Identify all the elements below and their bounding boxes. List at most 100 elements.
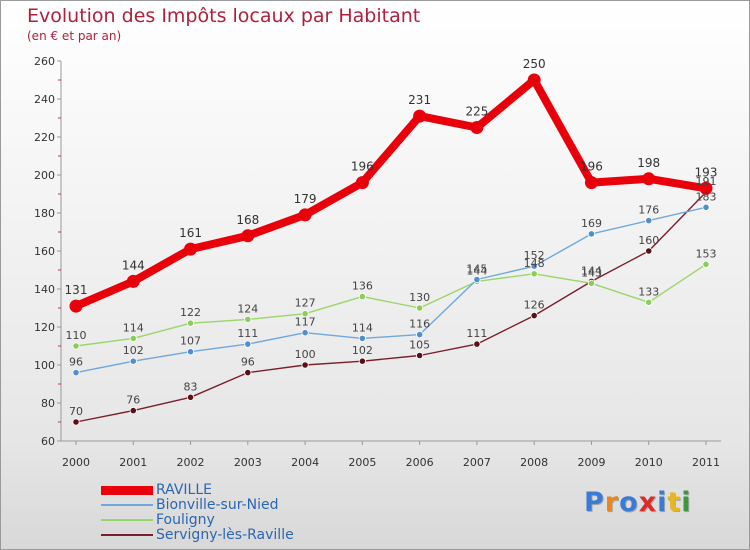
data-point xyxy=(416,351,424,360)
data-point xyxy=(72,418,80,426)
data-point xyxy=(413,109,427,123)
data-label: 193 xyxy=(695,165,718,179)
y-tick-label: 260 xyxy=(34,55,55,68)
data-label: 114 xyxy=(123,321,144,334)
data-label: 179 xyxy=(294,192,317,206)
y-tick-label: 120 xyxy=(34,321,55,334)
x-tick-label: 2011 xyxy=(692,456,720,469)
data-point xyxy=(72,368,80,377)
data-label: 168 xyxy=(236,213,259,227)
x-tick-label: 2010 xyxy=(635,456,663,469)
data-point xyxy=(470,121,484,134)
data-label: 131 xyxy=(65,283,88,297)
data-label: 96 xyxy=(241,356,255,369)
series-line xyxy=(75,206,707,374)
data-label: 102 xyxy=(123,344,144,357)
data-label: 144 xyxy=(466,264,487,277)
data-label: 191 xyxy=(696,175,717,188)
series-line xyxy=(75,263,707,347)
series-line xyxy=(72,76,710,311)
data-label: 161 xyxy=(179,226,202,240)
data-label: 169 xyxy=(581,217,602,230)
data-point xyxy=(530,262,538,270)
y-tick-label: 180 xyxy=(34,207,55,220)
data-label: 176 xyxy=(638,204,659,217)
data-label: 152 xyxy=(524,249,545,262)
data-point xyxy=(186,393,195,401)
data-point xyxy=(699,181,713,195)
data-point xyxy=(244,315,252,323)
x-tick-label: 2002 xyxy=(177,456,205,469)
data-point xyxy=(186,348,195,356)
x-tick-label: 2001 xyxy=(119,456,147,469)
y-tick-label: 240 xyxy=(34,93,55,106)
data-label: 126 xyxy=(524,299,545,312)
data-point xyxy=(244,368,252,377)
data-label: 225 xyxy=(465,105,488,119)
data-point xyxy=(244,340,252,348)
data-label: 96 xyxy=(69,356,83,369)
data-point xyxy=(301,361,309,369)
data-point xyxy=(416,330,424,339)
y-tick-label: 80 xyxy=(41,397,55,410)
x-tick-label: 2003 xyxy=(234,456,262,469)
data-point xyxy=(645,247,653,255)
data-point xyxy=(358,357,366,365)
legend-swatch xyxy=(101,519,153,521)
y-tick-label: 200 xyxy=(34,169,55,182)
data-label: 76 xyxy=(126,394,140,407)
legend-label: Bionville-sur-Nied xyxy=(156,497,279,513)
data-point xyxy=(530,270,538,278)
data-point xyxy=(527,73,541,87)
data-point xyxy=(129,334,137,342)
data-point xyxy=(642,172,656,186)
data-point xyxy=(186,319,195,327)
data-point xyxy=(473,340,481,348)
data-point xyxy=(69,299,83,313)
y-tick-label: 60 xyxy=(41,435,55,448)
x-tick-label: 2008 xyxy=(520,456,548,469)
data-label: 110 xyxy=(66,329,87,342)
data-point xyxy=(72,342,80,350)
data-point xyxy=(645,298,653,306)
data-label: 231 xyxy=(408,93,431,107)
data-point xyxy=(702,260,710,268)
logo-letter: x xyxy=(638,487,658,518)
logo-letter: o xyxy=(619,487,639,518)
data-label: 116 xyxy=(409,318,430,331)
y-tick-label: 220 xyxy=(34,131,55,144)
data-label: 111 xyxy=(237,327,258,340)
logo-letter: i xyxy=(681,487,692,518)
data-label: 111 xyxy=(466,327,487,340)
data-point xyxy=(358,334,366,342)
data-label: 117 xyxy=(295,316,316,329)
x-tick-label: 2005 xyxy=(348,456,376,469)
data-label: 102 xyxy=(352,344,373,357)
chart-title: Evolution des Impôts locaux par Habitant xyxy=(27,5,421,27)
data-label: 196 xyxy=(580,160,603,174)
data-label: 143 xyxy=(581,266,602,279)
data-point xyxy=(129,357,137,365)
x-tick-label: 2009 xyxy=(577,456,605,469)
data-label: 196 xyxy=(351,160,374,174)
chart-subtitle: (en € et par an) xyxy=(27,29,122,43)
data-label: 127 xyxy=(295,297,316,310)
x-tick-label: 2007 xyxy=(463,456,491,469)
logo-letter: r xyxy=(604,487,620,518)
data-point xyxy=(301,329,309,337)
logo-letter: t xyxy=(667,487,682,518)
data-label: 144 xyxy=(122,258,145,272)
legend-label: RAVILLE xyxy=(156,482,212,498)
y-tick-label: 100 xyxy=(34,359,55,372)
data-point xyxy=(416,304,424,312)
legend-swatch xyxy=(101,485,153,495)
data-point xyxy=(126,274,140,288)
data-label: 100 xyxy=(295,348,316,361)
data-point xyxy=(587,279,596,287)
data-point xyxy=(645,217,653,225)
data-point xyxy=(587,230,596,238)
data-point xyxy=(358,292,366,301)
data-point xyxy=(301,310,309,318)
